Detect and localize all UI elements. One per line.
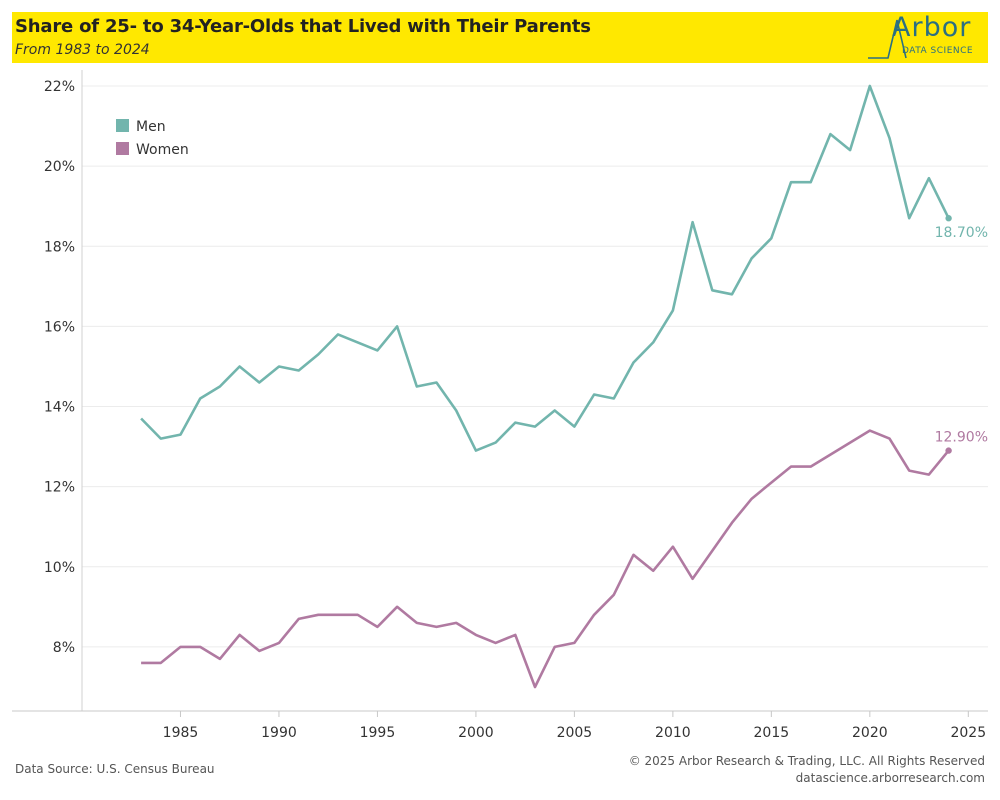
legend-swatch-men [116, 119, 129, 132]
end-point-men [945, 215, 952, 222]
legend-swatch-women [116, 142, 129, 155]
website-url: datascience.arborresearch.com [795, 771, 985, 785]
y-tick-label: 8% [53, 640, 75, 656]
logo-text: Arbor [892, 12, 972, 43]
y-tick-label: 12% [44, 480, 75, 496]
y-tick-label: 16% [44, 319, 75, 335]
y-tick-label: 14% [44, 400, 75, 416]
logo-subtext: DATA SCIENCE [902, 46, 974, 56]
x-tick-label: 2000 [458, 725, 494, 740]
legend-label-men: Men [136, 119, 166, 135]
end-label-women: 12.90% [935, 430, 988, 446]
series-line-men [140, 84, 950, 452]
y-tick-label: 20% [44, 159, 75, 175]
copyright-text: © 2025 Arbor Research & Trading, LLC. Al… [628, 754, 985, 768]
x-tick-label: 2010 [655, 725, 691, 740]
x-tick-label: 1985 [163, 725, 199, 740]
end-label-men: 18.70% [935, 225, 988, 241]
series-line-women [141, 429, 950, 689]
data-source-note: Data Source: U.S. Census Bureau [15, 762, 215, 776]
line-chart: 8% 10% 12% 14% 16% 18% 20% 22% 1985 1990 1995 2000 2… [12, 70, 988, 740]
chart-title: Share of 25- to 34-Year-Olds that Lived … [15, 16, 591, 37]
chart-subtitle: From 1983 to 2024 [15, 42, 150, 58]
y-tick-label: 10% [44, 560, 75, 576]
x-tick-label: 2025 [950, 725, 986, 740]
end-point-women [945, 447, 952, 454]
y-tick-label: 22% [44, 79, 75, 95]
arbor-logo: Arbor DATA SCIENCE [866, 12, 982, 61]
footer-credits: © 2025 Arbor Research & Trading, LLC. Al… [629, 753, 985, 787]
legend-label-women: Women [136, 142, 189, 158]
arbor-logo-mark-icon [868, 19, 907, 59]
x-tick-label: 2015 [754, 725, 790, 740]
x-tick-label: 1990 [261, 725, 297, 740]
x-tick-label: 2020 [852, 725, 888, 740]
x-tick-label: 2005 [557, 725, 593, 740]
y-tick-label: 18% [44, 239, 75, 255]
x-tick-label: 1995 [360, 725, 396, 740]
chart-header: Share of 25- to 34-Year-Olds that Lived … [12, 12, 988, 63]
